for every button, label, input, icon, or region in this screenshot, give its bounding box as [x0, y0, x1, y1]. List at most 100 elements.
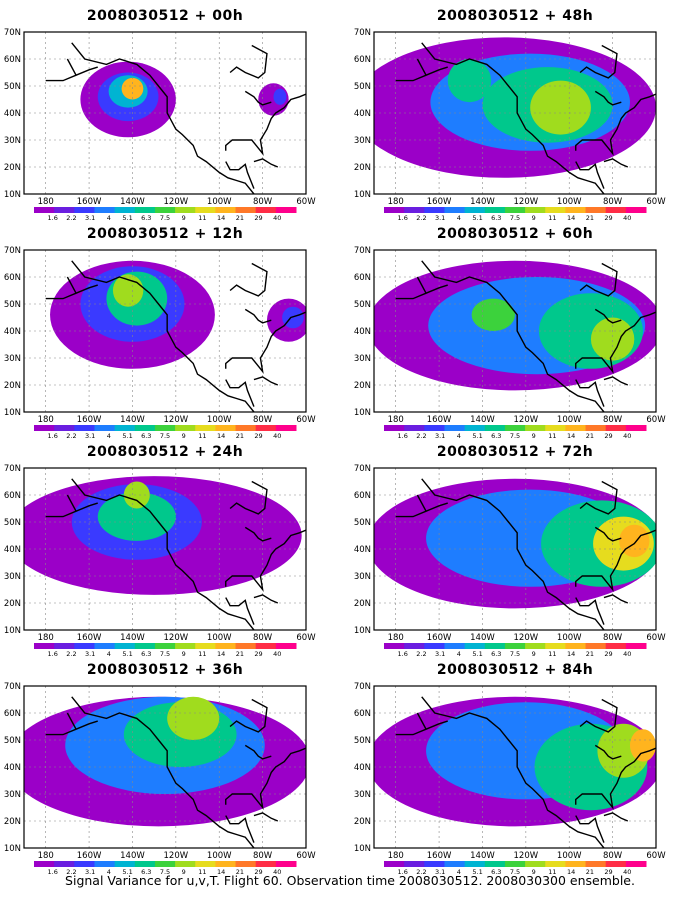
map-frame	[23, 467, 307, 631]
colorbar-swatch	[545, 643, 566, 649]
colorbar-label: 2.2	[416, 214, 426, 222]
colorbar-swatch	[565, 425, 587, 431]
colorbar-label: 7.5	[510, 650, 520, 658]
lat-tick-label: 70N	[354, 464, 371, 474]
lat-tick-label: 10N	[4, 408, 21, 418]
lon-tick-label: 80W	[603, 851, 623, 861]
colorbar-label: 4	[107, 214, 111, 222]
panel-title: 2008030512 + 60h	[436, 226, 594, 242]
lon-tick-label: 160W	[77, 851, 102, 861]
coastline	[594, 308, 622, 324]
colorbar-swatch	[54, 207, 75, 213]
coastline	[71, 260, 255, 412]
colorbar-swatch	[34, 425, 55, 431]
lat-tick-label: 50N	[4, 82, 21, 92]
colorbar-swatch	[484, 207, 506, 213]
panel-title: 2008030512 + 48h	[436, 8, 594, 24]
colorbar-swatch	[545, 861, 566, 867]
coastline	[421, 696, 605, 848]
variance-contour	[629, 729, 656, 762]
colorbar-swatch	[154, 643, 176, 649]
lon-tick-label: 140W	[120, 197, 145, 207]
coastline	[229, 44, 268, 79]
coastline	[575, 747, 656, 811]
colorbar-swatch	[585, 643, 607, 649]
colorbar-label: 6.3	[141, 432, 151, 440]
lat-tick-label: 20N	[4, 817, 21, 827]
coastline	[225, 311, 306, 375]
coastline	[603, 594, 629, 604]
lon-tick-label: 120W	[514, 633, 539, 643]
lat-tick-label: 70N	[354, 682, 371, 692]
colorbar-label: 7.5	[510, 214, 520, 222]
colorbar-label: 11	[198, 432, 206, 440]
lat-tick-label: 30N	[4, 572, 21, 582]
colorbar-label: 29	[254, 432, 262, 440]
coastline	[416, 494, 448, 513]
map-panel: 2008030512 + 12h 10N 20N 30N 40N 50N 60N 70N 180…	[4, 226, 320, 440]
lat-tick-label: 60N	[4, 273, 21, 283]
lon-tick-label: 160W	[427, 197, 452, 207]
colorbar-label: 14	[217, 650, 225, 658]
coastline	[579, 262, 618, 297]
colorbar-swatch	[424, 643, 445, 649]
colorbar-label: 6.3	[491, 432, 501, 440]
coastline	[225, 379, 255, 407]
colorbar-label: 4	[107, 432, 111, 440]
colorbar-swatch	[424, 861, 445, 867]
lon-tick-label: 160W	[77, 633, 102, 643]
variance-contour	[123, 481, 150, 509]
colorbar-swatch	[54, 861, 75, 867]
colorbar-label: 14	[217, 868, 225, 876]
lat-tick-label: 20N	[4, 163, 21, 173]
colorbar-label: 21	[586, 650, 594, 658]
lon-tick-label: 100W	[557, 851, 582, 861]
colorbar-swatch	[134, 425, 156, 431]
colorbar-label: 11	[548, 214, 556, 222]
colorbar-swatch	[625, 861, 647, 867]
colorbar-label: 14	[217, 214, 225, 222]
colorbar-label: 1.6	[398, 650, 408, 658]
colorbar-swatch	[605, 643, 627, 649]
lat-tick-label: 30N	[354, 354, 371, 364]
colorbar-label: 3.1	[85, 214, 95, 222]
colorbar-label: 14	[567, 868, 575, 876]
lon-tick-label: 120W	[164, 415, 189, 425]
coastline	[579, 44, 618, 79]
lon-tick-label: 180	[388, 415, 404, 425]
colorbar-label: 40	[273, 650, 281, 658]
colorbar-label: 5.1	[472, 650, 482, 658]
lat-tick-label: 40N	[4, 109, 21, 119]
lon-tick-label: 80W	[603, 415, 623, 425]
lat-tick-label: 60N	[354, 491, 371, 501]
lat-tick-label: 40N	[4, 763, 21, 773]
colorbar-swatch	[134, 861, 156, 867]
variance-contour	[590, 317, 635, 361]
lon-tick-label: 160W	[77, 415, 102, 425]
coastline	[575, 379, 605, 407]
colorbar-swatch	[484, 425, 506, 431]
lat-tick-label: 60N	[4, 709, 21, 719]
colorbar-label: 29	[254, 868, 262, 876]
coastline	[66, 276, 98, 295]
map-canvas: 10N 20N 30N 40N 50N 60N 70N 180 160W 140W 120W 100W…	[4, 682, 316, 876]
lon-tick-label: 140W	[470, 851, 495, 861]
lat-tick-label: 10N	[354, 844, 371, 854]
lon-tick-label: 60W	[296, 197, 316, 207]
colorbar-swatch	[384, 425, 405, 431]
colorbar-label: 11	[198, 868, 206, 876]
lat-tick-label: 40N	[354, 763, 371, 773]
colorbar-label: 4	[107, 650, 111, 658]
map-frame	[373, 685, 657, 849]
coastline	[253, 812, 279, 822]
colorbar-swatch	[54, 643, 75, 649]
colorbar-label: 2.2	[66, 868, 76, 876]
colorbar-label: 4	[457, 650, 461, 658]
colorbar-label: 6.3	[141, 868, 151, 876]
coastline	[421, 478, 605, 630]
lon-tick-label: 120W	[164, 197, 189, 207]
lon-tick-label: 180	[388, 851, 404, 861]
colorbar-swatch	[275, 643, 297, 649]
colorbar-label: 5.1	[472, 214, 482, 222]
lon-tick-label: 100W	[207, 633, 232, 643]
